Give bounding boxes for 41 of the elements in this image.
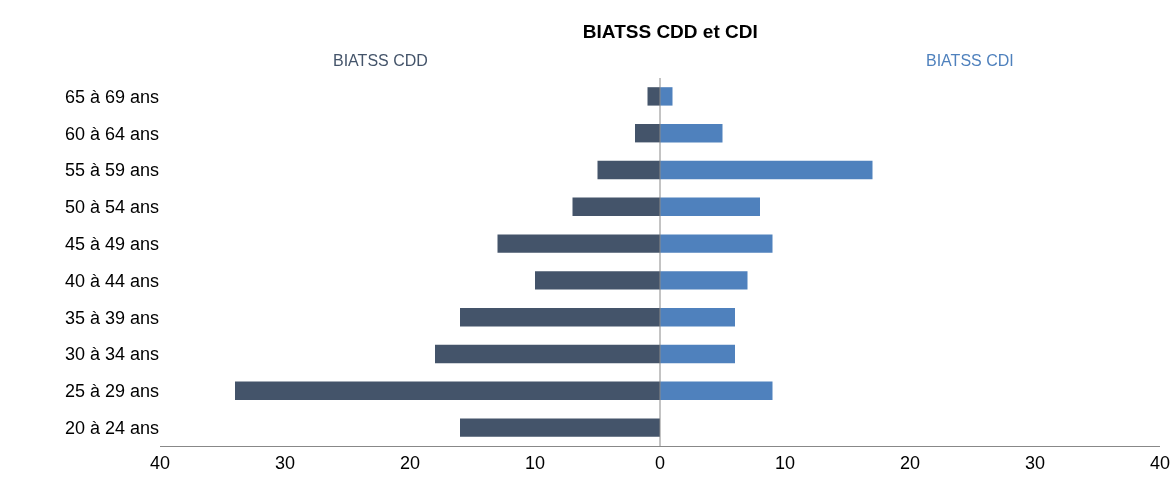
x-tick-label: 0 [654,452,666,473]
bar [660,160,873,180]
bar [660,234,773,253]
y-tick-label: 45 à 49 ans [64,233,159,254]
bar [647,87,660,106]
bar [660,344,735,364]
x-tick-label: 20 [899,452,921,473]
x-tick-label: 30 [1024,452,1046,473]
y-tick-label: 50 à 54 ans [64,197,159,218]
chart-title: BIATSS CDD et CDI [582,20,758,42]
x-tick-label: 10 [524,452,546,473]
y-tick-label: 25 à 29 ans [64,381,159,402]
bar [660,271,748,290]
bar [660,381,773,400]
bar [660,197,760,216]
text: BIATSS CDD [333,52,428,69]
bar [660,308,735,327]
bar [235,381,660,400]
bar [660,87,673,106]
x-tick-label: 10 [774,452,796,473]
y-tick-label: 65 à 69 ans [64,86,159,107]
x-tick-label: 30 [274,452,296,473]
x-tick-label: 40 [149,452,171,473]
bar [460,308,660,327]
bar [572,197,660,216]
y-tick-label: 30 à 34 ans [64,344,159,365]
bar [435,344,660,364]
bar [635,124,660,143]
bar [597,160,660,180]
y-tick-label: 60 à 64 ans [64,123,159,144]
bar [535,271,660,290]
bar [497,234,660,253]
bar [460,418,660,437]
y-tick-label: 55 à 59 ans [64,160,159,181]
y-tick-label: 40 à 44 ans [64,270,159,291]
x-tick-label: 20 [399,452,421,473]
y-tick-label: 35 à 39 ans [64,307,159,328]
y-tick-label: 20 à 24 ans [64,417,159,438]
x-tick-label: 40 [1149,452,1171,473]
bar [660,124,723,143]
text: BIATSS CDI [926,52,1014,69]
